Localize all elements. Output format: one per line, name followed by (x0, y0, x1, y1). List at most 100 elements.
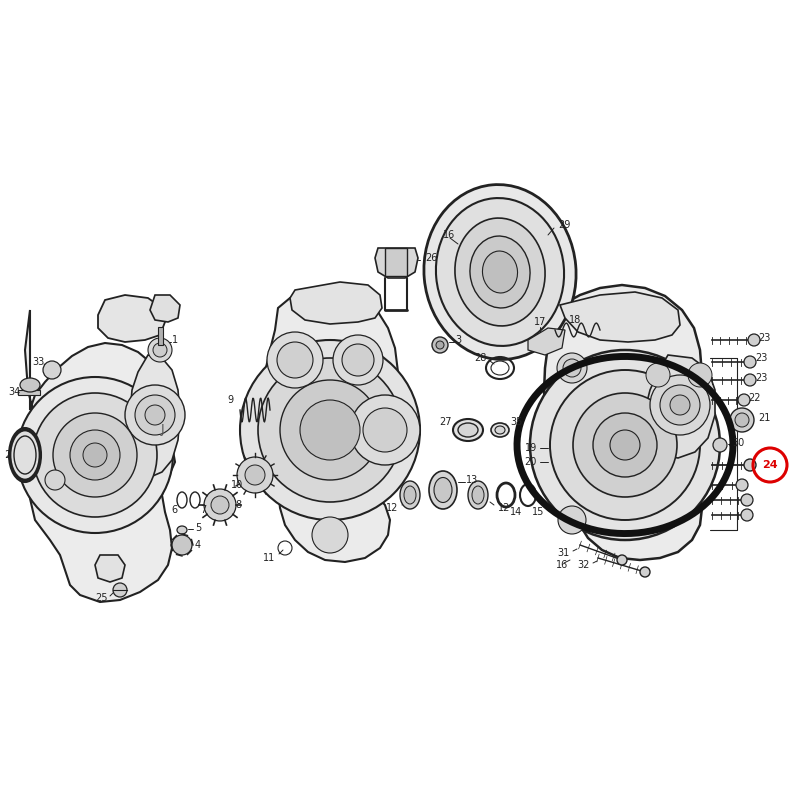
Circle shape (113, 583, 127, 597)
Circle shape (125, 385, 185, 445)
Circle shape (610, 430, 640, 460)
Circle shape (432, 337, 448, 353)
Circle shape (436, 341, 444, 349)
Text: 24: 24 (762, 460, 778, 470)
Text: 1: 1 (172, 335, 178, 345)
Text: 10: 10 (230, 480, 243, 490)
Circle shape (640, 567, 650, 577)
Ellipse shape (434, 478, 452, 502)
Text: 13: 13 (466, 475, 478, 485)
Bar (158, 327, 163, 345)
Circle shape (550, 370, 700, 520)
Polygon shape (560, 292, 680, 342)
Circle shape (145, 405, 165, 425)
Ellipse shape (404, 486, 416, 504)
Text: 28: 28 (474, 353, 487, 363)
Text: 20: 20 (525, 457, 537, 467)
Text: 25: 25 (95, 593, 108, 603)
Circle shape (43, 361, 61, 379)
Text: 23: 23 (755, 373, 767, 383)
Circle shape (240, 340, 420, 520)
Text: 18: 18 (569, 315, 581, 325)
Circle shape (563, 359, 581, 377)
Circle shape (646, 363, 670, 387)
Circle shape (83, 443, 107, 467)
Text: J: J (160, 423, 164, 437)
Circle shape (300, 400, 360, 460)
Circle shape (45, 470, 65, 490)
Polygon shape (262, 290, 398, 562)
Circle shape (280, 380, 380, 480)
Bar (18, 390, 40, 395)
Polygon shape (130, 355, 180, 478)
Ellipse shape (472, 486, 484, 504)
Ellipse shape (468, 481, 488, 509)
Text: 3: 3 (455, 335, 461, 345)
Text: 12: 12 (386, 503, 398, 513)
Polygon shape (645, 355, 715, 458)
Circle shape (70, 430, 120, 480)
Circle shape (744, 374, 756, 386)
Circle shape (204, 489, 236, 521)
Polygon shape (375, 248, 418, 278)
Ellipse shape (9, 428, 41, 482)
Text: 16: 16 (443, 230, 455, 240)
Text: 15: 15 (532, 507, 544, 517)
Circle shape (258, 358, 402, 502)
Polygon shape (95, 555, 125, 582)
Text: 14: 14 (510, 507, 522, 517)
Text: 23: 23 (755, 353, 767, 363)
Circle shape (267, 332, 323, 388)
Circle shape (172, 535, 192, 555)
Circle shape (744, 459, 756, 471)
Ellipse shape (495, 426, 505, 434)
Text: 11: 11 (262, 553, 275, 563)
Text: 16: 16 (556, 560, 568, 570)
Ellipse shape (429, 471, 457, 509)
Text: 31: 31 (558, 548, 570, 558)
Text: 7: 7 (200, 505, 206, 515)
Circle shape (660, 385, 700, 425)
Bar (385, 248, 407, 276)
Text: 23: 23 (758, 333, 770, 343)
Circle shape (558, 506, 586, 534)
Circle shape (735, 413, 749, 427)
Text: 22: 22 (748, 393, 761, 403)
Circle shape (363, 408, 407, 452)
Circle shape (153, 343, 167, 357)
Ellipse shape (455, 218, 545, 326)
Circle shape (237, 457, 273, 493)
Circle shape (744, 356, 756, 368)
Circle shape (573, 393, 677, 497)
Ellipse shape (424, 185, 576, 359)
Circle shape (148, 338, 172, 362)
Ellipse shape (20, 378, 40, 392)
Text: 12: 12 (498, 503, 510, 513)
Ellipse shape (400, 481, 420, 509)
Polygon shape (150, 295, 180, 322)
Text: 26: 26 (425, 253, 438, 263)
Circle shape (342, 344, 374, 376)
Circle shape (713, 438, 727, 452)
Text: 34: 34 (8, 387, 20, 397)
Circle shape (688, 363, 712, 387)
Circle shape (741, 494, 753, 506)
Circle shape (211, 496, 229, 514)
Text: 33: 33 (32, 357, 44, 367)
Circle shape (245, 465, 265, 485)
Text: 5: 5 (195, 523, 202, 533)
Ellipse shape (436, 198, 564, 346)
Text: 17: 17 (534, 317, 546, 327)
Polygon shape (528, 328, 565, 355)
Circle shape (17, 377, 173, 533)
Ellipse shape (458, 423, 478, 437)
Ellipse shape (470, 236, 530, 308)
Circle shape (730, 408, 754, 432)
Circle shape (333, 335, 383, 385)
Ellipse shape (177, 526, 187, 534)
Text: 29: 29 (558, 220, 570, 230)
Circle shape (530, 350, 720, 540)
Circle shape (593, 413, 657, 477)
Circle shape (33, 393, 157, 517)
Text: 2: 2 (5, 450, 11, 460)
